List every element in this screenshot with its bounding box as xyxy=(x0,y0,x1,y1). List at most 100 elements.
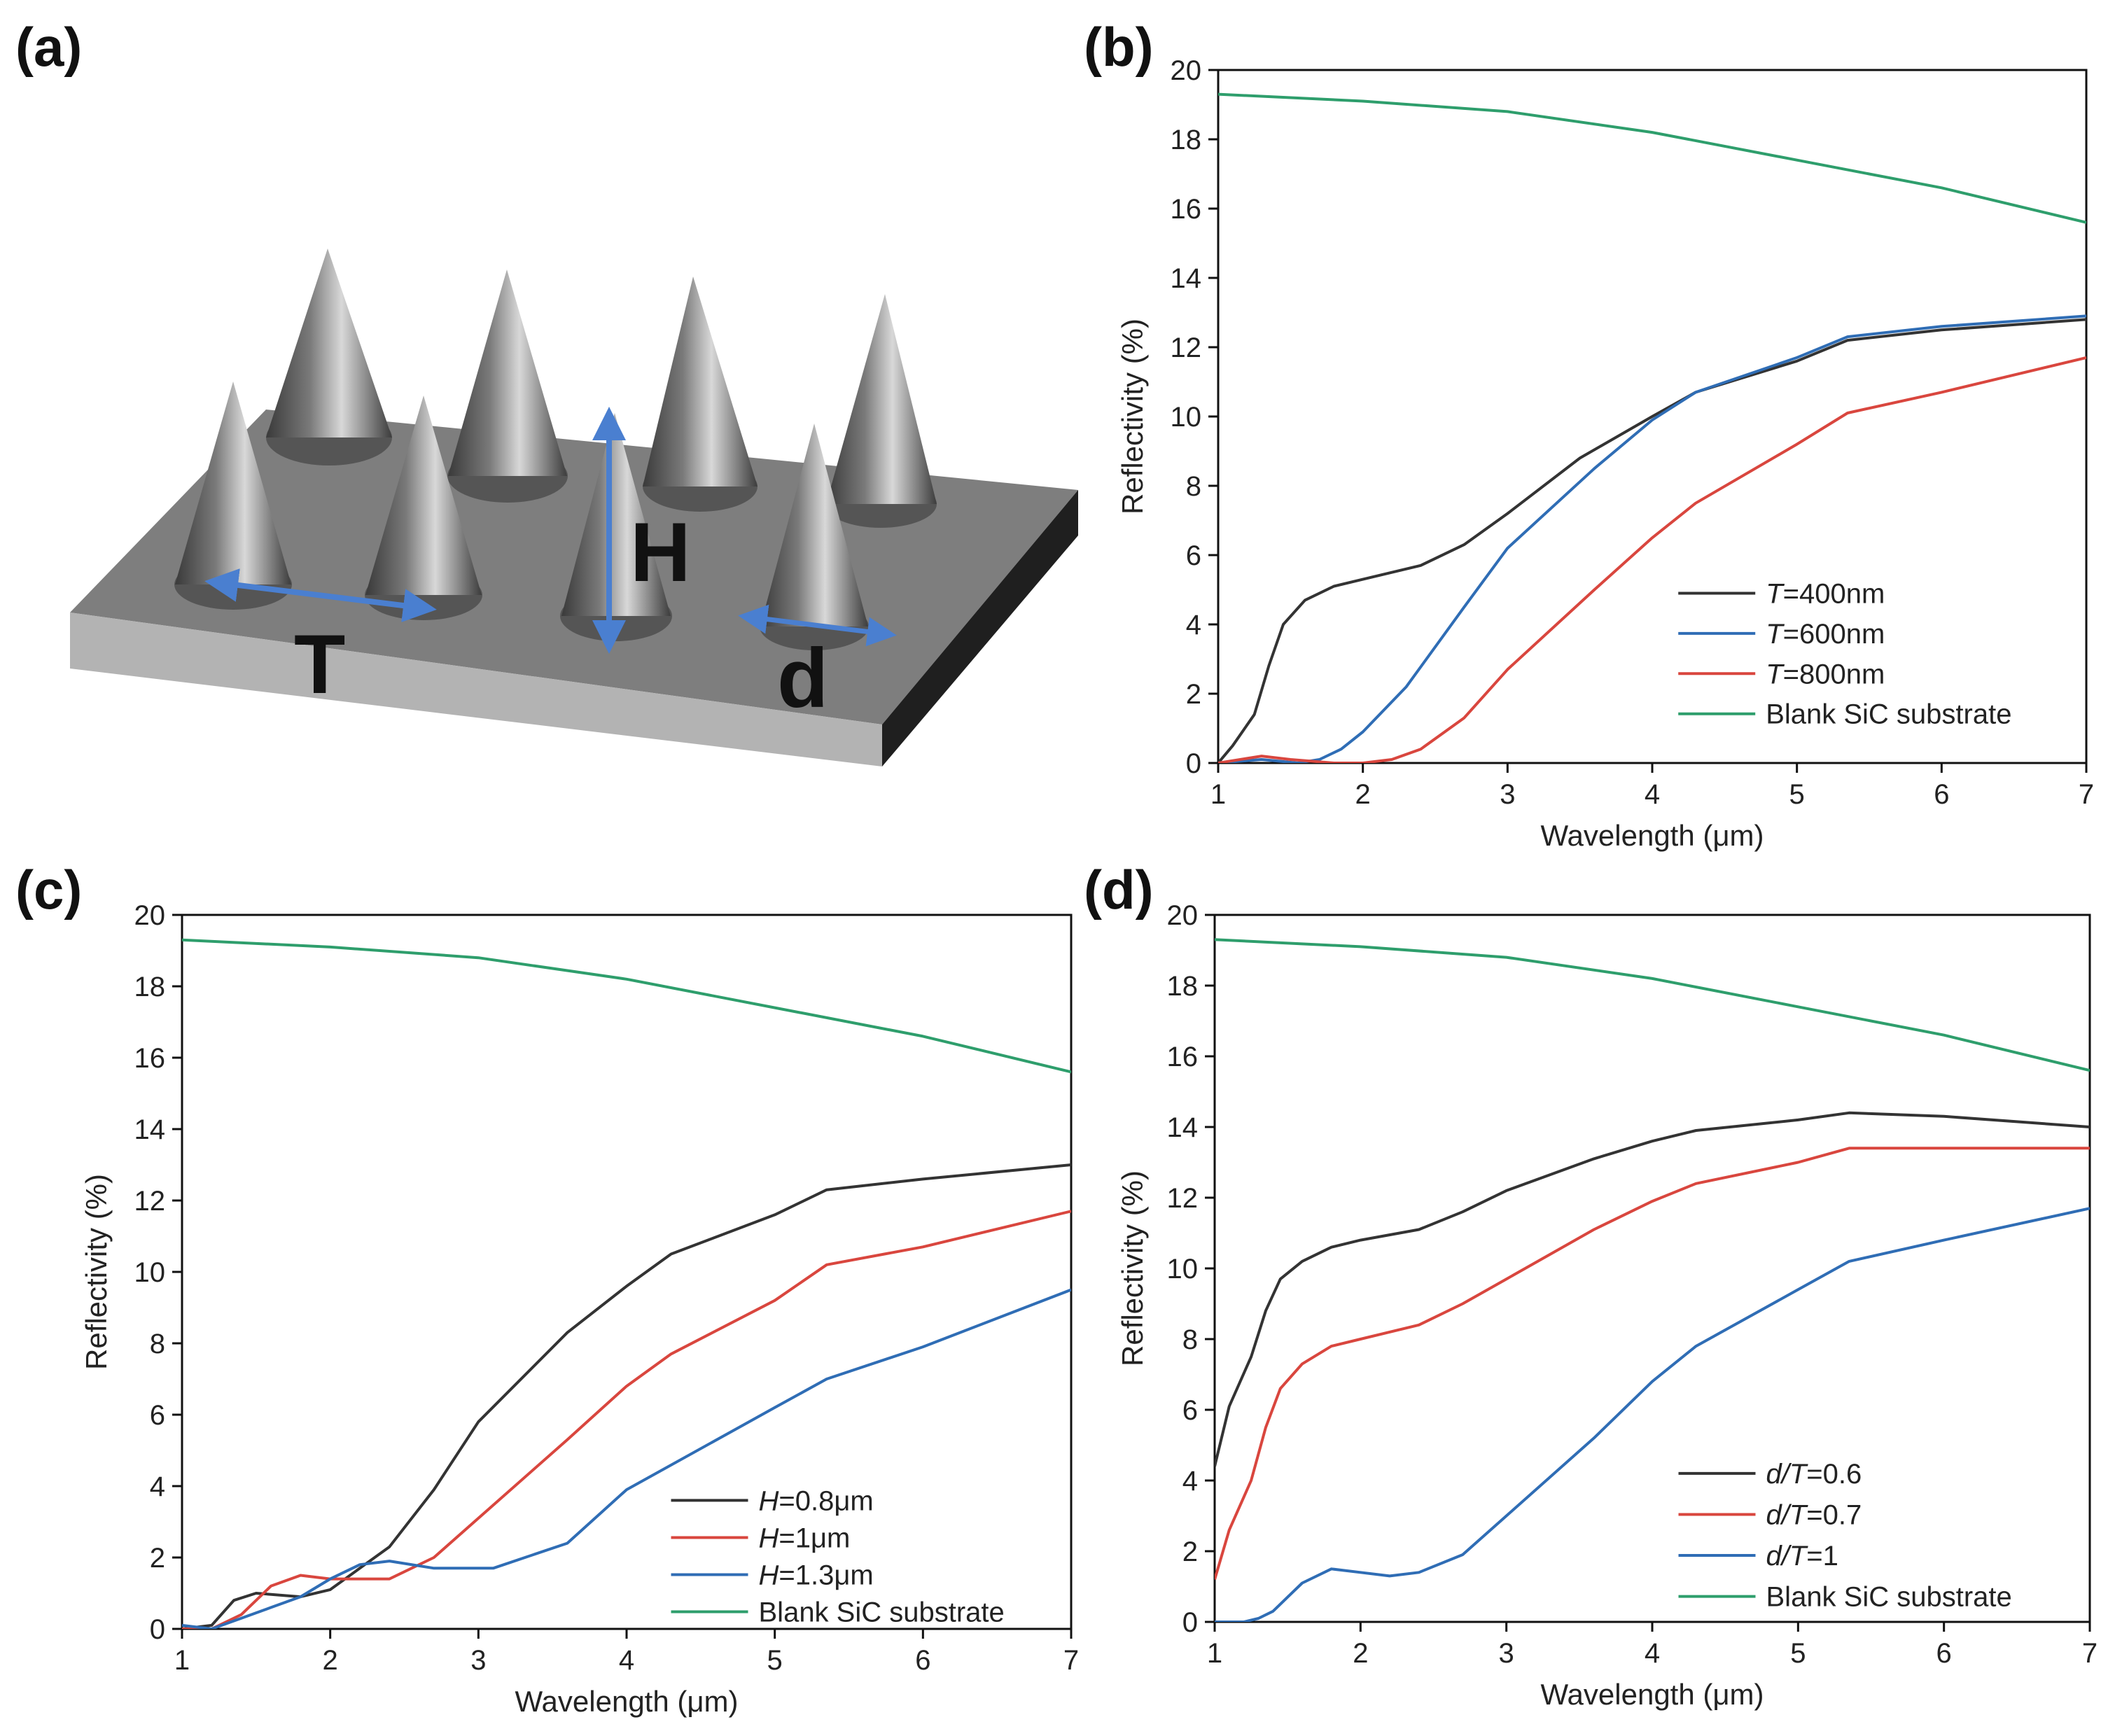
cone xyxy=(266,248,392,438)
x-tick-label: 6 xyxy=(915,1645,930,1676)
x-tick-label: 3 xyxy=(1500,779,1515,810)
y-tick-label: 14 xyxy=(1171,263,1202,294)
legend-var: H xyxy=(759,1485,779,1516)
legend-var: d/T xyxy=(1766,1459,1808,1490)
x-tick-label: 6 xyxy=(1934,779,1949,810)
x-tick-label: 1 xyxy=(1210,779,1226,810)
legend-entry: T=800nm xyxy=(1766,659,1885,690)
legend-entry: H=0.8μm xyxy=(759,1485,874,1516)
y-tick-label: 4 xyxy=(150,1471,165,1502)
y-tick-label: 12 xyxy=(1167,1183,1199,1214)
y-tick-label: 8 xyxy=(1186,471,1201,502)
legend-var: T xyxy=(1766,578,1785,609)
y-tick-label: 6 xyxy=(1186,540,1201,571)
y-tick-label: 18 xyxy=(134,972,166,1002)
y-tick-label: 12 xyxy=(1171,332,1202,363)
substrate-front-face xyxy=(70,612,882,766)
y-tick-label: 2 xyxy=(1182,1536,1198,1567)
x-tick-label: 5 xyxy=(767,1645,783,1676)
y-tick-label: 20 xyxy=(134,900,166,931)
legend-entry: Blank SiC substrate xyxy=(1766,699,2011,730)
x-tick-label: 1 xyxy=(1207,1638,1222,1669)
cone xyxy=(448,270,567,476)
y-tick-label: 6 xyxy=(150,1400,165,1431)
y-tick-label: 8 xyxy=(1182,1324,1198,1355)
y-tick-label: 16 xyxy=(1167,1042,1199,1072)
x-axis-label: Wavelength (μm) xyxy=(515,1685,738,1718)
y-axis-label: Reflectivity (%) xyxy=(1116,318,1149,514)
x-tick-label: 4 xyxy=(619,1645,634,1676)
series-line-black xyxy=(182,1163,1071,1629)
series-line-black xyxy=(1218,318,2086,763)
y-tick-label: 6 xyxy=(1182,1395,1198,1426)
legend-rest: =1 xyxy=(1806,1541,1838,1572)
legend-rest: =1μm xyxy=(779,1522,850,1553)
legend-entry: d/T=1 xyxy=(1766,1541,1838,1572)
y-tick-label: 0 xyxy=(1182,1607,1198,1638)
series-line-green xyxy=(1218,92,2086,224)
legend-rest: =1.3μm xyxy=(779,1560,873,1590)
cones-front-row xyxy=(175,382,868,626)
x-tick-label: 7 xyxy=(2079,779,2094,810)
legend-var: T xyxy=(1766,619,1785,650)
y-axis-label: Reflectivity (%) xyxy=(80,1174,113,1370)
y-tick-label: 16 xyxy=(1171,194,1202,225)
legend-entry: d/T=0.6 xyxy=(1766,1459,1862,1490)
y-tick-label: 2 xyxy=(150,1543,165,1574)
series-line-red xyxy=(182,1210,1071,1629)
legend-rest: =0.8μm xyxy=(779,1485,873,1516)
y-tick-label: 10 xyxy=(134,1257,166,1288)
label-d: d xyxy=(777,631,828,725)
cone xyxy=(643,276,758,486)
legend-rest: =600nm xyxy=(1783,619,1885,650)
panel-c-letter: (c) xyxy=(15,859,83,920)
cone xyxy=(365,396,482,595)
legend-entry: T=600nm xyxy=(1766,619,1885,650)
y-tick-label: 2 xyxy=(1186,679,1201,710)
legend-entry: d/T=0.7 xyxy=(1766,1499,1862,1530)
x-tick-label: 4 xyxy=(1645,779,1660,810)
y-tick-label: 10 xyxy=(1171,402,1202,433)
legend-rest: =0.6 xyxy=(1806,1459,1862,1490)
x-tick-label: 7 xyxy=(2082,1638,2097,1669)
diameter-arrow xyxy=(738,604,897,647)
legend-entry: Blank SiC substrate xyxy=(1766,1582,2012,1613)
y-tick-label: 16 xyxy=(134,1043,166,1074)
series-line-blue xyxy=(182,1288,1071,1629)
x-tick-label: 2 xyxy=(1353,1638,1368,1669)
x-tick-label: 1 xyxy=(174,1645,190,1676)
legend-rest: =400nm xyxy=(1783,578,1885,609)
y-tick-label: 4 xyxy=(1186,610,1201,640)
label-H: H xyxy=(630,505,691,599)
y-tick-label: 14 xyxy=(134,1114,166,1145)
x-tick-label: 7 xyxy=(1063,1645,1079,1676)
y-tick-label: 0 xyxy=(1186,748,1201,779)
period-arrow xyxy=(204,568,437,622)
legend-var: d/T xyxy=(1766,1541,1808,1572)
x-tick-label: 2 xyxy=(323,1645,338,1676)
y-tick-label: 18 xyxy=(1167,971,1199,1002)
series-line-red xyxy=(1218,356,2086,763)
y-axis-label: Reflectivity (%) xyxy=(1116,1170,1149,1366)
y-tick-label: 4 xyxy=(1182,1466,1198,1497)
legend-entry: H=1.3μm xyxy=(759,1560,874,1590)
legend-entry: H=1μm xyxy=(759,1522,851,1553)
series-line-green xyxy=(182,938,1071,1074)
x-tick-label: 3 xyxy=(1499,1638,1514,1669)
x-tick-label: 6 xyxy=(1936,1638,1952,1669)
cone xyxy=(826,294,937,504)
x-tick-label: 3 xyxy=(470,1645,486,1676)
y-tick-label: 0 xyxy=(150,1614,165,1645)
substrate-side-face xyxy=(882,490,1078,766)
panel-d-letter: (d) xyxy=(1084,859,1154,920)
panel-b-letter: (b) xyxy=(1084,16,1154,78)
plot-frame xyxy=(181,913,1073,1630)
panel-a-letter: (a) xyxy=(15,16,83,78)
y-tick-label: 8 xyxy=(150,1329,165,1359)
series-line-black xyxy=(1215,1111,2090,1467)
legend-var: T xyxy=(1766,659,1785,690)
y-tick-label: 12 xyxy=(134,1186,166,1217)
